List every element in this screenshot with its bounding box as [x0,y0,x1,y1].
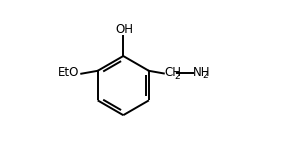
Text: NH: NH [193,66,211,79]
Text: 2: 2 [202,71,208,80]
Text: CH: CH [164,66,181,79]
Text: OH: OH [116,22,134,35]
Text: 2: 2 [174,72,180,81]
Text: EtO: EtO [58,66,79,79]
